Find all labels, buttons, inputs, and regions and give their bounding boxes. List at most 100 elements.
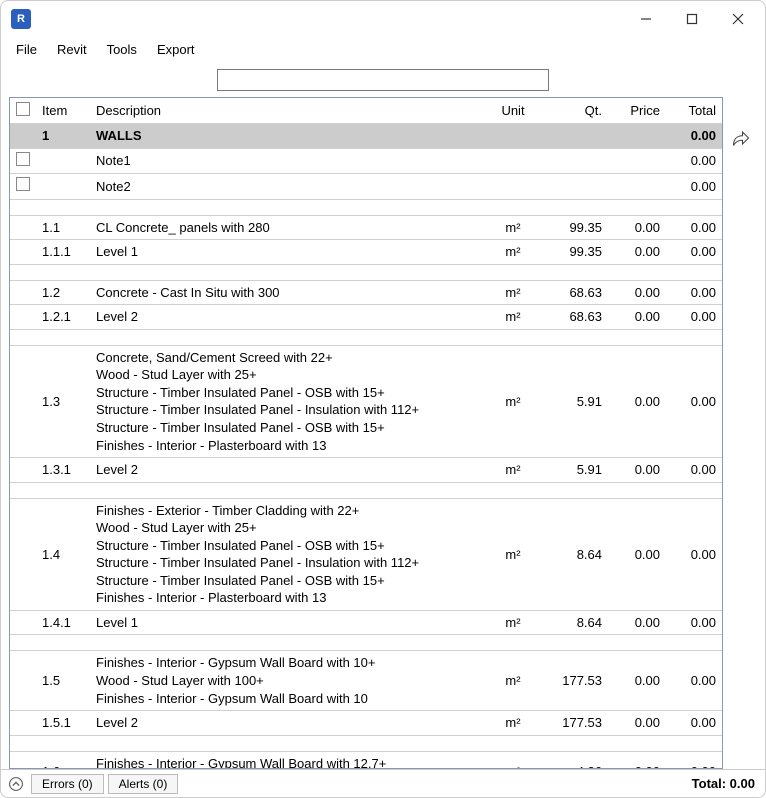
header-unit[interactable]: Unit: [486, 98, 540, 124]
cell-qt: 5.91: [540, 458, 608, 483]
row-checkbox-cell[interactable]: [10, 215, 36, 240]
cell-qt: 99.35: [540, 215, 608, 240]
cell-unit: m²: [486, 280, 540, 305]
row-checkbox-cell[interactable]: [10, 610, 36, 635]
table-scroll[interactable]: Item Description Unit Qt. Price Total 1W…: [10, 98, 722, 768]
row-checkbox-cell[interactable]: [10, 305, 36, 330]
menu-tools[interactable]: Tools: [98, 39, 146, 60]
menu-file[interactable]: File: [7, 39, 46, 60]
cell-description: CL Concrete_ panels with 280: [90, 215, 486, 240]
table-row[interactable]: 1.4.1Level 1m²8.640.000.00: [10, 610, 722, 635]
table-row: [10, 735, 722, 751]
cell-description: Finishes - Exterior - Timber Cladding wi…: [90, 498, 486, 610]
cell-description: Level 2: [90, 711, 486, 736]
cell-item: [36, 148, 90, 174]
cell-description: Level 2: [90, 458, 486, 483]
minimize-button[interactable]: [623, 3, 669, 35]
expand-button[interactable]: [5, 773, 27, 795]
maximize-icon: [686, 13, 698, 25]
cell-description: Level 2: [90, 305, 486, 330]
row-checkbox-cell[interactable]: [10, 651, 36, 711]
cell-qt: 8.64: [540, 610, 608, 635]
table-row: [10, 635, 722, 651]
row-checkbox-cell[interactable]: [10, 240, 36, 265]
header-description[interactable]: Description: [90, 98, 486, 124]
row-checkbox-cell[interactable]: [10, 124, 36, 149]
table-row[interactable]: 1.5.1Level 2m²177.530.000.00: [10, 711, 722, 736]
cell-qt: [540, 124, 608, 149]
row-checkbox-cell[interactable]: [10, 458, 36, 483]
checkbox[interactable]: [16, 177, 30, 191]
table-row: [10, 264, 722, 280]
cell-unit: m²: [486, 711, 540, 736]
toolbar: [1, 63, 765, 97]
checkbox[interactable]: [16, 152, 30, 166]
cell-qt: 4.86: [540, 751, 608, 768]
cell-description: Finishes - Interior - Gypsum Wall Board …: [90, 651, 486, 711]
status-total: Total: 0.00: [692, 776, 755, 791]
share-button[interactable]: [727, 125, 755, 151]
errors-tab[interactable]: Errors (0): [31, 774, 104, 794]
cell-item: 1.4.1: [36, 610, 90, 635]
cell-unit: m²: [486, 610, 540, 635]
cell-qt: [540, 148, 608, 174]
cell-price: 0.00: [608, 751, 666, 768]
header-price[interactable]: Price: [608, 98, 666, 124]
row-checkbox-cell[interactable]: [10, 751, 36, 768]
cell-item: 1.3.1: [36, 458, 90, 483]
table-row[interactable]: 1.4Finishes - Exterior - Timber Cladding…: [10, 498, 722, 610]
table-row[interactable]: 1.1CL Concrete_ panels with 280m²99.350.…: [10, 215, 722, 240]
table-body: 1WALLS0.00Note10.00Note20.001.1CL Concre…: [10, 124, 722, 769]
cell-total: 0.00: [666, 215, 722, 240]
chevron-up-circle-icon: [8, 776, 24, 792]
table-row[interactable]: 1.2Concrete - Cast In Situ with 300m²68.…: [10, 280, 722, 305]
cell-total: 0.00: [666, 305, 722, 330]
cell-item: 1: [36, 124, 90, 149]
menu-revit[interactable]: Revit: [48, 39, 96, 60]
cell-total: 0.00: [666, 174, 722, 200]
search-input[interactable]: [217, 69, 549, 91]
header-total[interactable]: Total: [666, 98, 722, 124]
cell-price: [608, 148, 666, 174]
maximize-button[interactable]: [669, 3, 715, 35]
cell-total: 0.00: [666, 711, 722, 736]
table-row[interactable]: 1.5Finishes - Interior - Gypsum Wall Boa…: [10, 651, 722, 711]
cell-price: 0.00: [608, 345, 666, 457]
table-row[interactable]: 1.3.1Level 2m²5.910.000.00: [10, 458, 722, 483]
row-checkbox-cell[interactable]: [10, 711, 36, 736]
row-checkbox-cell[interactable]: [10, 498, 36, 610]
cell-price: 0.00: [608, 305, 666, 330]
header-checkbox[interactable]: [10, 98, 36, 124]
header-item[interactable]: Item: [36, 98, 90, 124]
cell-qt: 8.64: [540, 498, 608, 610]
table-row[interactable]: Note20.00: [10, 174, 722, 200]
table-row[interactable]: 1.1.1Level 1m²99.350.000.00: [10, 240, 722, 265]
table-row[interactable]: Note10.00: [10, 148, 722, 174]
cell-price: [608, 124, 666, 149]
table-row[interactable]: 1WALLS0.00: [10, 124, 722, 149]
close-button[interactable]: [715, 3, 761, 35]
alerts-tab[interactable]: Alerts (0): [108, 774, 179, 794]
cell-total: 0.00: [666, 458, 722, 483]
cell-item: 1.4: [36, 498, 90, 610]
header-qt[interactable]: Qt.: [540, 98, 608, 124]
cell-description: Note1: [90, 148, 486, 174]
cell-item: [36, 174, 90, 200]
cell-unit: m²: [486, 498, 540, 610]
table-row[interactable]: 1.3Concrete, Sand/Cement Screed with 22+…: [10, 345, 722, 457]
row-checkbox-cell[interactable]: [10, 174, 36, 200]
cell-description: WALLS: [90, 124, 486, 149]
table-row: [10, 329, 722, 345]
cell-unit: m²: [486, 458, 540, 483]
cell-qt: 99.35: [540, 240, 608, 265]
table-row: [10, 482, 722, 498]
cell-unit: m²: [486, 751, 540, 768]
menu-export[interactable]: Export: [148, 39, 204, 60]
row-checkbox-cell[interactable]: [10, 280, 36, 305]
table-row[interactable]: 1.2.1Level 2m²68.630.000.00: [10, 305, 722, 330]
row-checkbox-cell[interactable]: [10, 345, 36, 457]
table-row[interactable]: 1.6Finishes - Interior - Gypsum Wall Boa…: [10, 751, 722, 768]
cell-unit: m²: [486, 305, 540, 330]
row-checkbox-cell[interactable]: [10, 148, 36, 174]
table-header-row: Item Description Unit Qt. Price Total: [10, 98, 722, 124]
